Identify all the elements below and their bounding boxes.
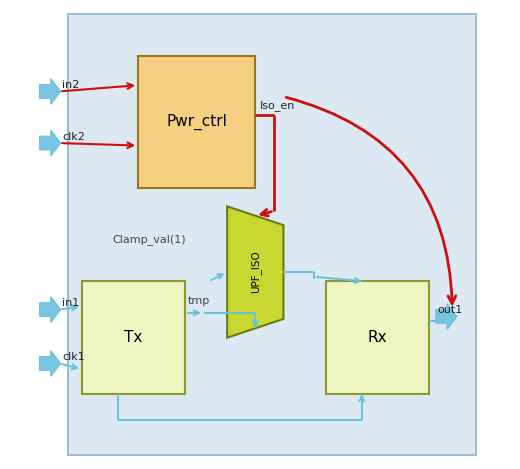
Text: Rx: Rx bbox=[368, 330, 387, 345]
Text: Clamp_val(1): Clamp_val(1) bbox=[112, 234, 186, 245]
FancyBboxPatch shape bbox=[82, 281, 185, 394]
Polygon shape bbox=[40, 297, 61, 322]
Text: UPF_ISO: UPF_ISO bbox=[250, 250, 261, 294]
Text: tmp: tmp bbox=[187, 296, 210, 306]
Text: in1: in1 bbox=[62, 298, 80, 309]
Text: Tx: Tx bbox=[124, 330, 142, 345]
Text: clk2: clk2 bbox=[62, 132, 85, 142]
Text: Iso_en: Iso_en bbox=[260, 100, 295, 111]
Polygon shape bbox=[40, 351, 61, 376]
Text: clk1: clk1 bbox=[62, 352, 85, 363]
Polygon shape bbox=[436, 304, 457, 329]
FancyBboxPatch shape bbox=[326, 281, 429, 394]
Text: out1: out1 bbox=[438, 305, 463, 316]
FancyBboxPatch shape bbox=[138, 56, 255, 188]
Polygon shape bbox=[40, 79, 61, 104]
Text: Pwr_ctrl: Pwr_ctrl bbox=[166, 114, 227, 130]
Polygon shape bbox=[40, 130, 61, 156]
FancyBboxPatch shape bbox=[68, 14, 476, 455]
Polygon shape bbox=[227, 206, 283, 338]
Text: in2: in2 bbox=[62, 80, 80, 91]
